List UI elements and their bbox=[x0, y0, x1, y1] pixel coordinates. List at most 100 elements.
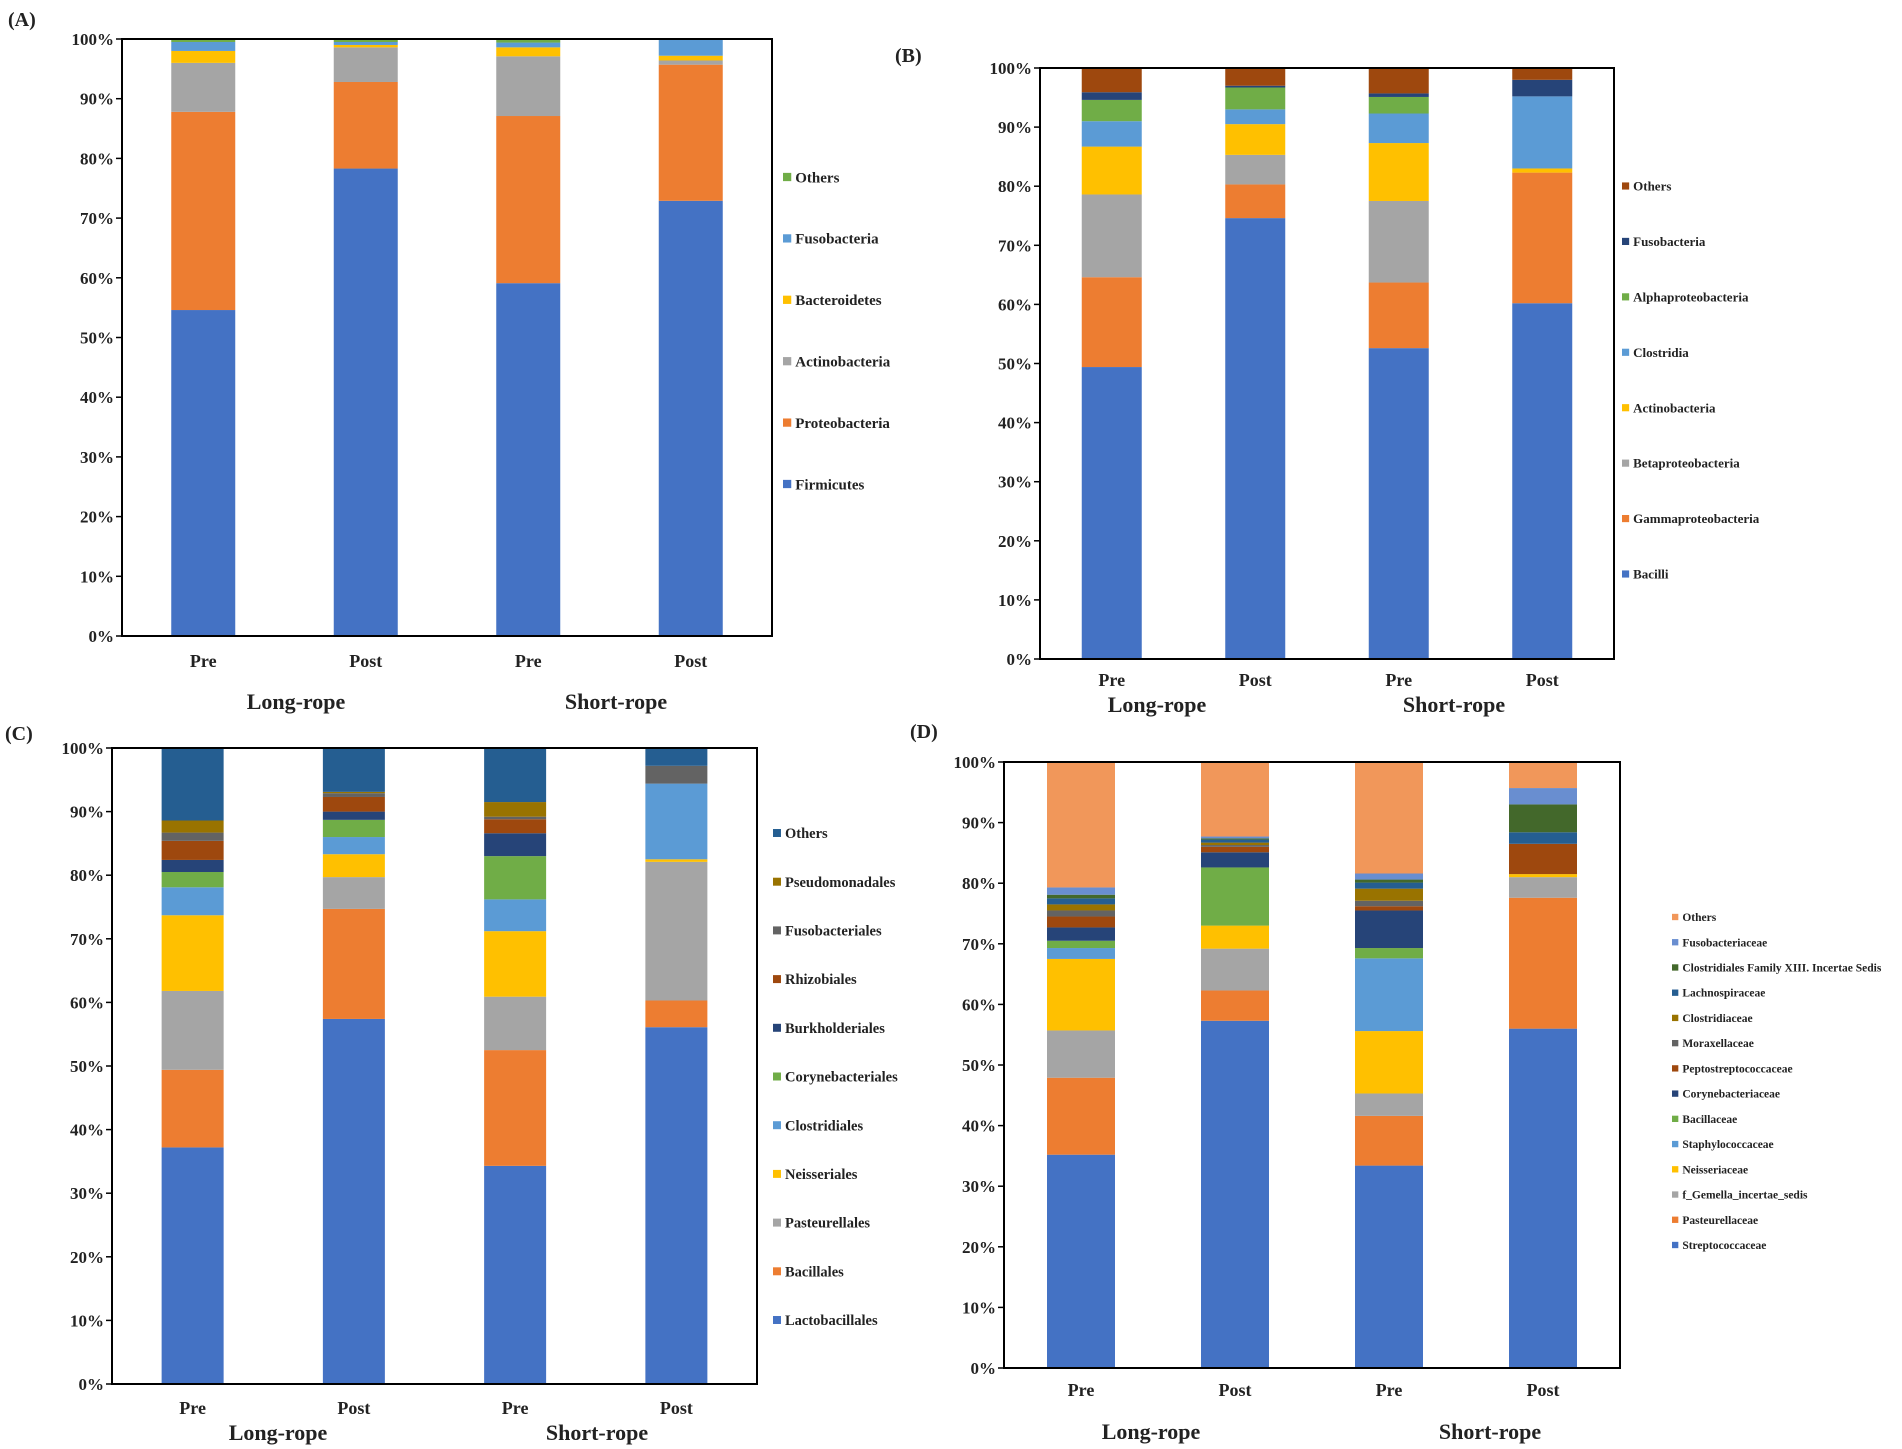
legend-swatch bbox=[773, 1316, 781, 1324]
legend-swatch bbox=[1672, 1090, 1679, 1097]
legend-item: Lactobacillales bbox=[773, 1313, 878, 1329]
y-tick-label: 100% bbox=[954, 753, 997, 772]
bar-segment bbox=[322, 791, 385, 794]
bar-segment bbox=[1047, 958, 1115, 1031]
bar-segment bbox=[1081, 92, 1142, 100]
bar-segment bbox=[1201, 846, 1269, 853]
legend-item: Staphylococcaceae bbox=[1672, 1139, 1774, 1151]
y-tick-label: 70% bbox=[70, 930, 104, 949]
bar-segment bbox=[1225, 68, 1286, 86]
legend-swatch bbox=[773, 1023, 781, 1032]
legend-swatch bbox=[1672, 913, 1679, 921]
bar-segment bbox=[1201, 1020, 1269, 1368]
bar-segment bbox=[1225, 85, 1286, 88]
bar-segment bbox=[484, 1165, 547, 1384]
bar-segment bbox=[1201, 852, 1269, 868]
bar-segment bbox=[484, 1050, 547, 1166]
y-tick-label: 0% bbox=[1007, 650, 1033, 669]
legend-swatch bbox=[1672, 1065, 1679, 1072]
group-label: Long-rope bbox=[247, 689, 346, 714]
y-tick-label: 20% bbox=[70, 1248, 104, 1267]
y-tick-label: 40% bbox=[962, 1117, 996, 1136]
legend-swatch bbox=[1622, 514, 1630, 523]
bar-segment bbox=[171, 310, 236, 636]
bar-segment bbox=[322, 793, 385, 797]
bar-segment bbox=[484, 856, 547, 900]
legend-item: Corynebacteriaceae bbox=[1672, 1089, 1780, 1101]
legend-swatch bbox=[1622, 570, 1630, 578]
bar-segment bbox=[496, 116, 561, 284]
legend-item: Others bbox=[773, 826, 828, 842]
legend-item: Fusobacteriaceae bbox=[1672, 937, 1767, 949]
chart-panel-4: (D) 0% 10% 20% 30% 40% 50% 60% 70% 80% 90% 100% Pre P… bbox=[910, 721, 1882, 1444]
legend-swatch bbox=[783, 234, 792, 243]
legend-label: Others bbox=[1682, 912, 1716, 924]
bar-segment bbox=[1047, 904, 1115, 911]
legend-item: Firmicutes bbox=[783, 477, 865, 493]
legend-label: Fusobacteriaceae bbox=[1682, 937, 1767, 949]
bar-segment bbox=[658, 200, 723, 637]
y-tick-label: 50% bbox=[962, 1056, 996, 1075]
bar-segment bbox=[1368, 200, 1429, 283]
bar-segment bbox=[161, 887, 224, 916]
legend-label: Actinobacteria bbox=[1633, 400, 1716, 415]
legend-swatch bbox=[1672, 1191, 1679, 1198]
legend-swatch bbox=[773, 926, 781, 935]
y-tick-label: 100% bbox=[62, 739, 105, 758]
bar-segment bbox=[1201, 838, 1269, 840]
legend-label: Gammaproteobacteria bbox=[1633, 511, 1760, 526]
bar-segment bbox=[484, 816, 547, 820]
bar-segment bbox=[1368, 113, 1429, 144]
bar-segment bbox=[1509, 788, 1577, 805]
bar-segment bbox=[1368, 348, 1429, 659]
bar-segment bbox=[1225, 124, 1286, 155]
x-tick-label: Post bbox=[1527, 1380, 1560, 1400]
legend-label: Proteobacteria bbox=[795, 416, 890, 432]
bar-segment bbox=[333, 39, 398, 42]
bar-segment bbox=[1355, 900, 1423, 907]
legend-label: Clostridiaceae bbox=[1682, 1013, 1752, 1025]
bar-segment bbox=[1201, 925, 1269, 949]
x-tick-label: Post bbox=[674, 651, 707, 671]
y-tick-label: 10% bbox=[962, 1298, 996, 1317]
legend-swatch bbox=[1672, 1039, 1679, 1047]
legend-swatch bbox=[1672, 939, 1679, 946]
legend-item: Peptostreptococcaceae bbox=[1672, 1063, 1793, 1075]
legend-swatch bbox=[1622, 182, 1630, 190]
bar-segment bbox=[1512, 168, 1573, 173]
legend-label: Moraxellaceae bbox=[1682, 1038, 1754, 1050]
legend-label: Lachnospiraceae bbox=[1682, 988, 1765, 1000]
bar-segment bbox=[484, 931, 547, 997]
bar-segment bbox=[1081, 146, 1142, 195]
x-tick-label: Pre bbox=[1385, 670, 1412, 690]
bar-segment bbox=[322, 837, 385, 855]
legend-swatch bbox=[773, 877, 781, 886]
y-tick-label: 20% bbox=[80, 508, 114, 527]
bar-segment bbox=[1081, 277, 1142, 368]
legend-label: f_Gemella_incertae_sedis bbox=[1682, 1190, 1808, 1202]
bar-segment bbox=[1047, 927, 1115, 941]
group-label: Short-rope bbox=[1439, 1419, 1541, 1444]
legend-swatch bbox=[1672, 1166, 1679, 1173]
bar-segment bbox=[161, 990, 224, 1070]
legend-swatch bbox=[1672, 1241, 1679, 1249]
legend-item: Bacteroidetes bbox=[783, 293, 882, 309]
legend-label: Fusobacteria bbox=[795, 232, 879, 248]
chart-panel-3: (C) 0% 10% 20% 30% 40% 50% 60% 70% 80% 90% 100% Pre P… bbox=[5, 723, 898, 1445]
y-tick-label: 30% bbox=[70, 1184, 104, 1203]
bar-segment bbox=[161, 832, 224, 841]
legend-label: Clostridiales bbox=[785, 1118, 863, 1134]
legend-swatch bbox=[783, 479, 792, 489]
group-label: Long-rope bbox=[229, 1420, 328, 1445]
y-tick-label: 50% bbox=[80, 329, 114, 348]
legend-item: Lachnospiraceae bbox=[1672, 988, 1765, 1000]
legend-swatch bbox=[1622, 459, 1630, 467]
legend-item: Fusobacteria bbox=[783, 232, 879, 248]
legend-swatch bbox=[1672, 1140, 1679, 1148]
x-tick-label: Pre bbox=[179, 1398, 206, 1418]
legend-label: Bacteroidetes bbox=[795, 293, 882, 309]
bar-segment bbox=[1047, 1030, 1115, 1078]
bar-segment bbox=[1368, 68, 1429, 94]
group-label: Short-rope bbox=[1403, 692, 1505, 717]
y-tick-label: 20% bbox=[962, 1238, 996, 1257]
